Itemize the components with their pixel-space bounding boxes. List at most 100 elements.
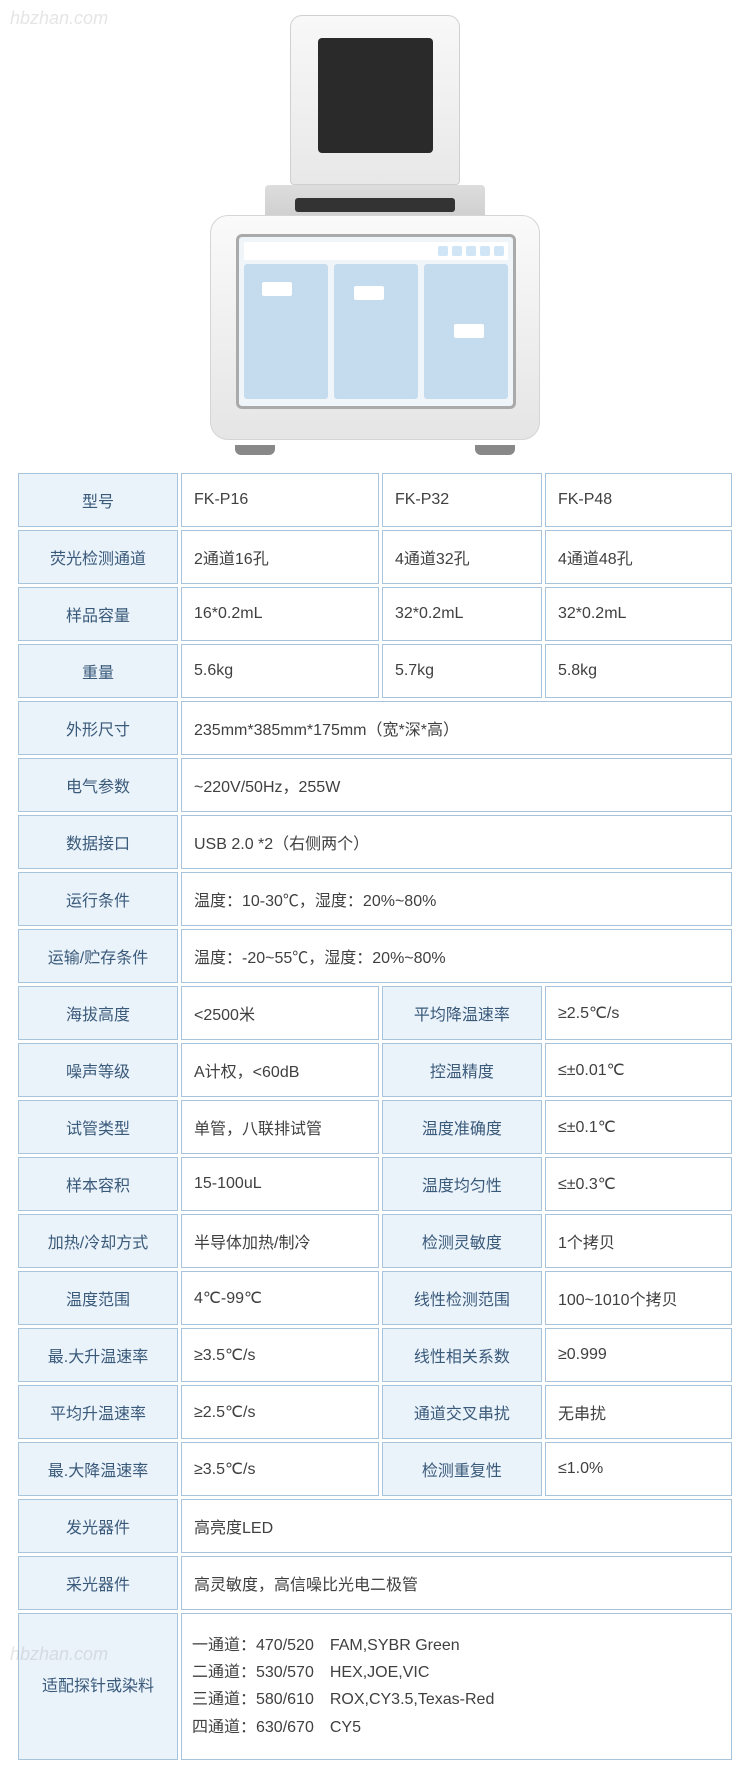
spec-label: 外形尺寸 bbox=[18, 701, 178, 755]
spec-label: 海拔高度 bbox=[18, 986, 178, 1040]
lid-screen bbox=[318, 38, 433, 153]
spec-value: ≤±0.1℃ bbox=[545, 1100, 732, 1154]
spec-label: 检测重复性 bbox=[382, 1442, 542, 1496]
spec-label: 平均降温速率 bbox=[382, 986, 542, 1040]
header-icon bbox=[452, 246, 462, 256]
spec-value: FK-P16 bbox=[181, 473, 379, 527]
spec-value: ≥0.999 bbox=[545, 1328, 732, 1382]
probe-line: 一通道：470/520 FAM,SYBR Green bbox=[192, 1632, 721, 1659]
table-row: 温度范围 4℃-99℃ 线性检测范围 100~1010个拷贝 bbox=[18, 1271, 732, 1325]
spec-label: 运输/贮存条件 bbox=[18, 929, 178, 983]
spec-value: 温度：-20~55℃，湿度：20%~80% bbox=[181, 929, 732, 983]
spec-label: 发光器件 bbox=[18, 1499, 178, 1553]
table-row: 样品容量 16*0.2mL 32*0.2mL 32*0.2mL bbox=[18, 587, 732, 641]
spec-label: 加热/冷却方式 bbox=[18, 1214, 178, 1268]
device-feet bbox=[235, 445, 515, 455]
table-row: 电气参数 ~220V/50Hz，255W bbox=[18, 758, 732, 812]
header-icon bbox=[494, 246, 504, 256]
spec-value: A计权，<60dB bbox=[181, 1043, 379, 1097]
spec-value: 高亮度LED bbox=[181, 1499, 732, 1553]
main-screen bbox=[236, 234, 516, 409]
table-row: 外形尺寸 235mm*385mm*175mm（宽*深*高） bbox=[18, 701, 732, 755]
table-row: 海拔高度 <2500米 平均降温速率 ≥2.5℃/s bbox=[18, 986, 732, 1040]
panel-tag bbox=[454, 324, 484, 338]
spec-value: 4通道48孔 bbox=[545, 530, 732, 584]
device-illustration bbox=[195, 15, 555, 455]
probe-line: 三通道：580/610 ROX,CY3.5,Texas-Red bbox=[192, 1686, 721, 1713]
spec-value-multiline: 一通道：470/520 FAM,SYBR Green 二通道：530/570 H… bbox=[181, 1613, 732, 1760]
spec-label: 电气参数 bbox=[18, 758, 178, 812]
spec-value: ≤±0.3℃ bbox=[545, 1157, 732, 1211]
spec-label: 样本容积 bbox=[18, 1157, 178, 1211]
spec-value: ≤±0.01℃ bbox=[545, 1043, 732, 1097]
screen-panels bbox=[244, 264, 508, 399]
tray-slit bbox=[295, 198, 455, 212]
spec-value: 15-100uL bbox=[181, 1157, 379, 1211]
spec-label: 线性检测范围 bbox=[382, 1271, 542, 1325]
table-row: 数据接口 USB 2.0 *2（右侧两个） bbox=[18, 815, 732, 869]
spec-value: 16*0.2mL bbox=[181, 587, 379, 641]
foot bbox=[475, 445, 515, 455]
spec-value: 单管，八联排试管 bbox=[181, 1100, 379, 1154]
spec-value: 高灵敏度，高信噪比光电二极管 bbox=[181, 1556, 732, 1610]
spec-value: 5.6kg bbox=[181, 644, 379, 698]
spec-value: USB 2.0 *2（右侧两个） bbox=[181, 815, 732, 869]
spec-value: 235mm*385mm*175mm（宽*深*高） bbox=[181, 701, 732, 755]
spec-value: ~220V/50Hz，255W bbox=[181, 758, 732, 812]
spec-label: 温度准确度 bbox=[382, 1100, 542, 1154]
spec-label: 线性相关系数 bbox=[382, 1328, 542, 1382]
panel-1 bbox=[244, 264, 328, 399]
spec-label: 数据接口 bbox=[18, 815, 178, 869]
spec-label: 温度范围 bbox=[18, 1271, 178, 1325]
foot bbox=[235, 445, 275, 455]
table-row: 重量 5.6kg 5.7kg 5.8kg bbox=[18, 644, 732, 698]
spec-value: 32*0.2mL bbox=[382, 587, 542, 641]
table-row: 最.大降温速率 ≥3.5℃/s 检测重复性 ≤1.0% bbox=[18, 1442, 732, 1496]
spec-label: 控温精度 bbox=[382, 1043, 542, 1097]
spec-table: 型号 FK-P16 FK-P32 FK-P48 荧光检测通道 2通道16孔 4通… bbox=[15, 470, 735, 1763]
spec-label: 温度均匀性 bbox=[382, 1157, 542, 1211]
watermark-top: hbzhan.com bbox=[10, 8, 108, 29]
spec-value: 1个拷贝 bbox=[545, 1214, 732, 1268]
table-row: 发光器件 高亮度LED bbox=[18, 1499, 732, 1553]
spec-value: 4通道32孔 bbox=[382, 530, 542, 584]
table-row: 噪声等级 A计权，<60dB 控温精度 ≤±0.01℃ bbox=[18, 1043, 732, 1097]
spec-value: ≥2.5℃/s bbox=[181, 1385, 379, 1439]
spec-value: ≤1.0% bbox=[545, 1442, 732, 1496]
table-row: 平均升温速率 ≥2.5℃/s 通道交叉串扰 无串扰 bbox=[18, 1385, 732, 1439]
spec-label: 型号 bbox=[18, 473, 178, 527]
table-row: 加热/冷却方式 半导体加热/制冷 检测灵敏度 1个拷贝 bbox=[18, 1214, 732, 1268]
product-image: hbzhan.com bbox=[0, 0, 750, 470]
spec-value: 100~1010个拷贝 bbox=[545, 1271, 732, 1325]
spec-value: ≥3.5℃/s bbox=[181, 1442, 379, 1496]
spec-value: <2500米 bbox=[181, 986, 379, 1040]
spec-label: 运行条件 bbox=[18, 872, 178, 926]
spec-value: 2通道16孔 bbox=[181, 530, 379, 584]
panel-tag bbox=[262, 282, 292, 296]
spec-label: 荧光检测通道 bbox=[18, 530, 178, 584]
spec-label: 平均升温速率 bbox=[18, 1385, 178, 1439]
device-lid bbox=[290, 15, 460, 185]
spec-value: 5.8kg bbox=[545, 644, 732, 698]
spec-value: ≥3.5℃/s bbox=[181, 1328, 379, 1382]
spec-label: 噪声等级 bbox=[18, 1043, 178, 1097]
table-row: 采光器件 高灵敏度，高信噪比光电二极管 bbox=[18, 1556, 732, 1610]
spec-value: 5.7kg bbox=[382, 644, 542, 698]
spec-label: 最.大升温速率 bbox=[18, 1328, 178, 1382]
table-row: 样本容积 15-100uL 温度均匀性 ≤±0.3℃ bbox=[18, 1157, 732, 1211]
spec-value: 无串扰 bbox=[545, 1385, 732, 1439]
screen-header bbox=[244, 242, 508, 260]
spec-value: 4℃-99℃ bbox=[181, 1271, 379, 1325]
table-row: 试管类型 单管，八联排试管 温度准确度 ≤±0.1℃ bbox=[18, 1100, 732, 1154]
spec-label: 通道交叉串扰 bbox=[382, 1385, 542, 1439]
table-row: 运输/贮存条件 温度：-20~55℃，湿度：20%~80% bbox=[18, 929, 732, 983]
spec-label: 样品容量 bbox=[18, 587, 178, 641]
panel-3 bbox=[424, 264, 508, 399]
spec-label: 重量 bbox=[18, 644, 178, 698]
spec-label: 最.大降温速率 bbox=[18, 1442, 178, 1496]
spec-value: ≥2.5℃/s bbox=[545, 986, 732, 1040]
spec-label: 检测灵敏度 bbox=[382, 1214, 542, 1268]
device-base bbox=[210, 215, 540, 440]
spec-value: FK-P32 bbox=[382, 473, 542, 527]
table-row: 运行条件 温度：10-30℃，湿度：20%~80% bbox=[18, 872, 732, 926]
